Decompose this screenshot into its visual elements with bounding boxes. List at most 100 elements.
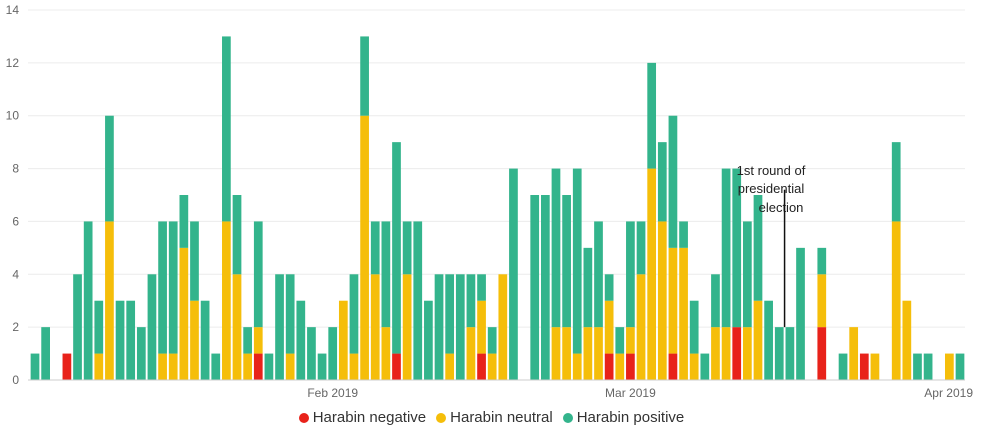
bar-segment[interactable] [158,221,167,354]
bar-segment[interactable] [115,300,125,380]
bar-segment[interactable] [742,327,752,380]
bar-segment[interactable] [477,300,486,354]
bar-segment[interactable] [817,274,827,328]
bar-segment[interactable] [477,353,486,380]
bar-segment[interactable] [530,195,540,380]
bar-segment[interactable] [583,327,593,380]
bar-segment[interactable] [955,353,965,380]
bar-segment[interactable] [136,327,146,380]
bar-segment[interactable] [285,274,295,354]
bar-segment[interactable] [657,142,667,222]
bar-segment[interactable] [307,327,316,380]
bar-segment[interactable] [466,274,476,328]
bar-segment[interactable] [551,327,561,380]
bar-segment[interactable] [913,353,922,380]
bar-segment[interactable] [657,221,667,380]
bar-segment[interactable] [594,221,603,328]
bar-segment[interactable] [455,274,465,380]
bar-segment[interactable] [445,353,455,380]
bar-segment[interactable] [891,221,901,380]
bar-segment[interactable] [349,274,359,354]
bar-segment[interactable] [562,195,571,328]
bar-segment[interactable] [551,168,561,328]
bar-segment[interactable] [349,353,359,380]
bar-segment[interactable] [604,353,614,380]
bar-segment[interactable] [126,300,136,380]
bar-segment[interactable] [168,221,178,354]
bar-segment[interactable] [179,195,189,248]
bar-segment[interactable] [498,274,508,380]
bar-segment[interactable] [859,353,869,380]
bar-segment[interactable] [817,247,827,275]
bar-segment[interactable] [764,300,773,380]
bar-segment[interactable] [232,274,242,380]
legend-item-neutral[interactable]: Harabin neutral [436,409,553,426]
bar-segment[interactable] [317,353,327,380]
bar-segment[interactable] [253,327,263,354]
bar-segment[interactable] [73,274,82,380]
bar-segment[interactable] [945,353,954,380]
bar-segment[interactable] [700,353,710,380]
bar-segment[interactable] [413,221,423,380]
bar-segment[interactable] [636,274,646,380]
bar-segment[interactable] [668,115,678,248]
bar-segment[interactable] [370,274,380,380]
bar-segment[interactable] [626,221,635,328]
bar-segment[interactable] [753,195,763,301]
bar-segment[interactable] [168,353,178,380]
bar-segment[interactable] [604,274,614,301]
bar-segment[interactable] [572,168,582,354]
bar-segment[interactable] [540,195,550,380]
bar-segment[interactable] [796,247,805,380]
bar-segment[interactable] [360,36,369,116]
bar-segment[interactable] [402,274,412,380]
bar-segment[interactable] [732,327,742,380]
bar-segment[interactable] [105,221,114,380]
bar-segment[interactable] [477,274,486,301]
bar-segment[interactable] [721,168,731,328]
bar-segment[interactable] [923,353,933,380]
bar-segment[interactable] [679,221,688,248]
bar-segment[interactable] [424,300,433,380]
bar-segment[interactable] [711,327,720,380]
bar-segment[interactable] [711,274,720,328]
bar-segment[interactable] [94,300,104,354]
bar-segment[interactable] [753,300,763,380]
bar-segment[interactable] [572,353,582,380]
bar-segment[interactable] [243,327,253,354]
bar-segment[interactable] [328,327,338,380]
bar-segment[interactable] [381,221,391,328]
bar-segment[interactable] [94,353,104,380]
bar-segment[interactable] [647,62,657,169]
bar-segment[interactable] [200,300,210,380]
bar-segment[interactable] [179,247,189,380]
bar-segment[interactable] [838,353,848,380]
bar-segment[interactable] [817,327,827,380]
bar-segment[interactable] [147,274,157,380]
bar-segment[interactable] [243,353,253,380]
bar-segment[interactable] [105,115,114,222]
bar-segment[interactable] [626,353,635,380]
bar-segment[interactable] [689,353,699,380]
bar-segment[interactable] [158,353,167,380]
bar-segment[interactable] [30,353,40,380]
bar-segment[interactable] [360,115,369,380]
bar-segment[interactable] [636,221,646,275]
bar-segment[interactable] [902,300,912,380]
bar-segment[interactable] [222,36,231,222]
bar-segment[interactable] [626,327,635,354]
bar-segment[interactable] [594,327,603,380]
bar-segment[interactable] [785,327,795,380]
bar-segment[interactable] [615,327,625,354]
bar-segment[interactable] [668,353,678,380]
bar-segment[interactable] [466,327,476,380]
bar-segment[interactable] [604,300,614,354]
bar-segment[interactable] [381,327,391,380]
bar-segment[interactable] [774,327,784,380]
bar-segment[interactable] [370,221,380,275]
bar-segment[interactable] [562,327,571,380]
bar-segment[interactable] [732,168,742,328]
bar-segment[interactable] [211,353,221,380]
bar-segment[interactable] [849,327,859,380]
bar-segment[interactable] [253,221,263,328]
